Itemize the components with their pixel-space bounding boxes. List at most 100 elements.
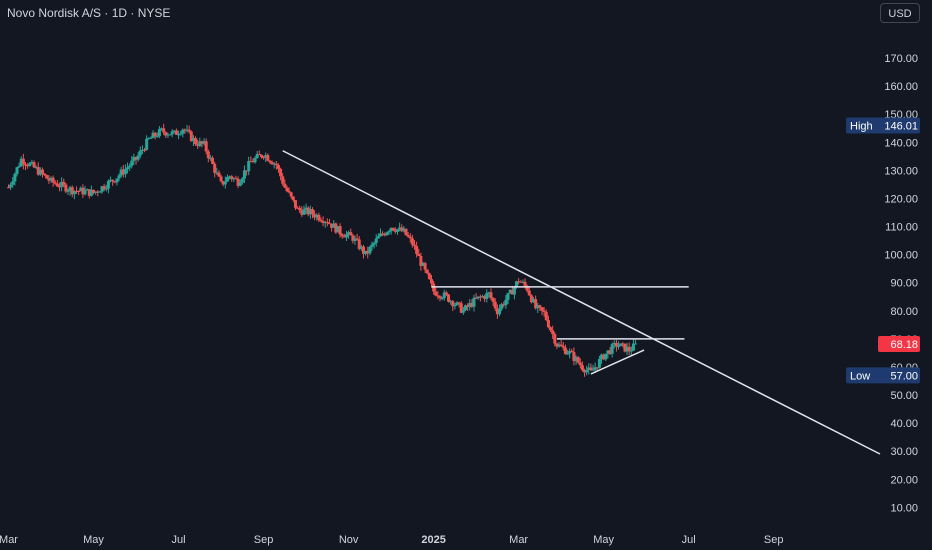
candle-body xyxy=(104,188,108,190)
candle-body xyxy=(555,343,559,347)
y-tick-label: 140.00 xyxy=(884,137,918,149)
candle-body xyxy=(230,176,234,180)
candle-body xyxy=(525,285,529,291)
candle-body xyxy=(232,178,236,180)
candle-body xyxy=(353,238,357,241)
candle-body xyxy=(421,263,425,266)
x-tick-label: Sep xyxy=(764,534,784,546)
x-tick-label: Sep xyxy=(254,534,274,546)
last-price-label-bg xyxy=(878,335,920,352)
candle-body xyxy=(532,299,536,303)
candle-body xyxy=(219,176,223,182)
trendline xyxy=(590,349,645,375)
candle-body xyxy=(174,130,178,135)
candle-body xyxy=(62,181,66,185)
candle-body xyxy=(351,235,355,241)
candle-body xyxy=(17,166,21,168)
candle-body xyxy=(194,138,198,145)
candle-body xyxy=(291,196,295,201)
y-tick-label: 20.00 xyxy=(890,474,918,486)
y-axis: 170.00160.00150.00140.00130.00120.00110.… xyxy=(884,53,918,514)
candle-body xyxy=(355,238,359,240)
last-price-label-value: 68.18 xyxy=(890,339,918,351)
candle-body xyxy=(336,226,340,233)
candle-body xyxy=(344,234,348,238)
candle-body xyxy=(631,343,635,351)
candle-body xyxy=(338,226,342,235)
candle-body xyxy=(119,169,123,176)
candle-body xyxy=(270,162,274,165)
candle-body xyxy=(296,207,300,209)
candle-body xyxy=(393,230,397,232)
candle-body xyxy=(259,154,263,158)
candle-body xyxy=(625,346,629,352)
candle-body xyxy=(149,137,153,139)
candle-body xyxy=(340,234,344,237)
low-label-value: 57.00 xyxy=(890,370,918,382)
candle-body xyxy=(66,190,70,192)
x-tick-label: 2025 xyxy=(421,534,445,546)
x-tick-label: May xyxy=(83,534,104,546)
candle-body xyxy=(574,357,578,361)
x-tick-label: Jul xyxy=(172,534,186,546)
candle-body xyxy=(177,134,181,136)
candle-body xyxy=(85,189,89,191)
candle-body xyxy=(153,132,157,137)
candle-body xyxy=(79,187,83,192)
candle-body xyxy=(391,227,395,231)
candle-body xyxy=(495,308,499,315)
candle-body xyxy=(319,220,323,222)
candle-body xyxy=(483,296,487,299)
candle-body xyxy=(117,175,121,179)
candle-body xyxy=(221,181,225,185)
candle-body xyxy=(330,223,334,228)
candle-body xyxy=(347,232,351,235)
candle-body xyxy=(364,250,368,254)
candle-body xyxy=(13,173,17,182)
candle-body xyxy=(506,293,510,300)
candle-body xyxy=(151,132,155,138)
candle-body xyxy=(451,301,455,307)
candle-body xyxy=(542,310,546,313)
candle-body xyxy=(134,157,138,160)
candle-body xyxy=(185,129,189,131)
candle-body xyxy=(617,346,621,348)
candle-body xyxy=(15,167,19,174)
candle-body xyxy=(98,191,102,193)
x-tick-label: Nov xyxy=(339,534,359,546)
candle-body xyxy=(234,178,238,180)
candle-body xyxy=(168,134,172,136)
chart-title: Novo Nordisk A/S · 1D · NYSE xyxy=(7,6,171,20)
y-tick-label: 110.00 xyxy=(885,222,918,234)
candle-body xyxy=(140,149,144,151)
candle-body xyxy=(383,234,387,236)
candle-body xyxy=(266,155,270,161)
candle-body xyxy=(75,190,79,192)
currency-button[interactable]: USD xyxy=(880,3,920,23)
candle-body xyxy=(563,347,567,355)
candle-body xyxy=(323,222,327,224)
candle-body xyxy=(442,292,446,299)
candle-body xyxy=(461,310,465,313)
candle-body xyxy=(572,352,576,361)
candle-body xyxy=(444,292,448,295)
candle-body xyxy=(262,157,266,159)
candle-body xyxy=(478,296,482,298)
candle-body xyxy=(7,187,11,189)
candle-body xyxy=(143,149,147,151)
candle-body xyxy=(321,221,325,224)
candle-body xyxy=(568,350,572,354)
y-tick-label: 130.00 xyxy=(884,165,918,177)
candle-body xyxy=(204,141,208,152)
candle-body xyxy=(427,273,431,280)
candle-body xyxy=(60,181,64,187)
candle-body xyxy=(164,132,168,136)
candle-body xyxy=(515,281,519,288)
candle-body xyxy=(298,207,302,211)
high-label-bg xyxy=(846,117,920,134)
candle-body xyxy=(279,168,283,177)
candle-body xyxy=(77,190,81,192)
candle-body xyxy=(610,344,614,354)
candle-body xyxy=(313,214,317,218)
